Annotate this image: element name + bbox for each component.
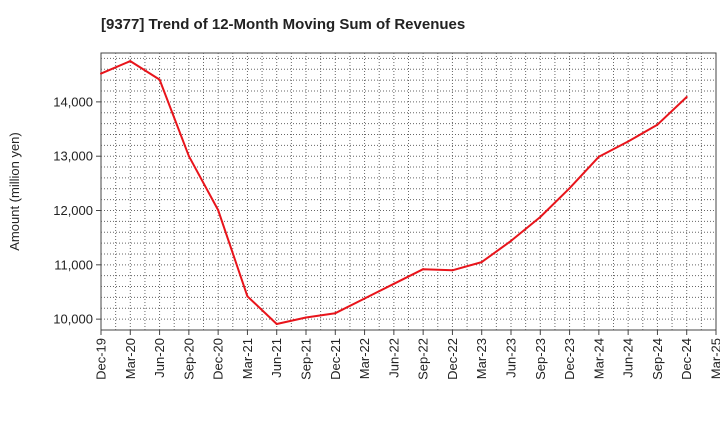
x-tick-label: Jun-22 (386, 338, 401, 378)
y-axis-label: Amount (million yen) (7, 132, 22, 251)
x-tick-label: Mar-25 (709, 338, 720, 379)
x-tick-label: Sep-23 (533, 338, 548, 380)
data-point (275, 323, 278, 326)
data-point (568, 187, 571, 190)
y-tick-label: 10,000 (53, 312, 93, 327)
data-point (100, 72, 102, 75)
x-tick-label: Mar-24 (591, 338, 606, 379)
x-tick-label: Dec-21 (328, 338, 343, 380)
data-point (305, 316, 307, 319)
y-tick-label: 12,000 (53, 203, 93, 218)
data-point (217, 208, 220, 211)
y-tick-labels: 10,000 11,000 12,000 13,000 14,000 (53, 94, 93, 326)
x-tick-label: Sep-22 (416, 338, 431, 380)
x-tick-label: Sep-21 (299, 338, 314, 380)
x-tick-label: Sep-20 (181, 338, 196, 380)
x-tick-label: Jun-23 (504, 338, 519, 378)
x-tick-label: Mar-20 (123, 338, 138, 379)
data-point (422, 268, 425, 271)
x-tick-label: Mar-21 (240, 338, 255, 379)
data-point (246, 295, 249, 298)
y-tick-label: 11,000 (54, 257, 93, 272)
x-tick-label: Dec-24 (679, 338, 694, 380)
x-tick-label: Jun-20 (152, 338, 167, 378)
data-point (392, 282, 395, 285)
data-point (363, 297, 366, 300)
data-point (685, 95, 688, 98)
x-tick-label: Dec-20 (211, 338, 226, 380)
x-tick-label: Dec-22 (445, 338, 460, 380)
data-point (539, 216, 542, 219)
x-tick-label: Dec-23 (562, 338, 577, 380)
x-tick-label: Jun-21 (269, 338, 284, 378)
data-point (129, 60, 132, 63)
data-point (451, 269, 454, 272)
data-point (656, 123, 659, 126)
x-tick-label: Jun-24 (621, 338, 636, 378)
x-tick-label: Dec-19 (94, 338, 109, 380)
data-point (187, 155, 190, 158)
axis-ticks (96, 101, 717, 335)
x-tick-label: Mar-22 (357, 338, 372, 379)
y-tick-label: 13,000 (53, 149, 93, 164)
chart-title: [9377] Trend of 12-Month Moving Sum of R… (101, 16, 466, 33)
data-point (480, 261, 483, 264)
data-point (334, 312, 337, 315)
data-point (627, 140, 630, 143)
data-point (597, 155, 600, 158)
data-point (158, 78, 161, 81)
x-tick-label: Mar-23 (474, 338, 489, 379)
x-tick-label: Sep-24 (650, 338, 665, 380)
grid-lines (101, 53, 716, 330)
series-lines (100, 60, 688, 326)
x-tick-labels: Dec-19 Mar-20 Jun-20 Sep-20 Dec-20 Mar-21 Jun-… (94, 338, 720, 380)
y-tick-label: 14,000 (53, 94, 93, 109)
data-point (510, 239, 512, 242)
